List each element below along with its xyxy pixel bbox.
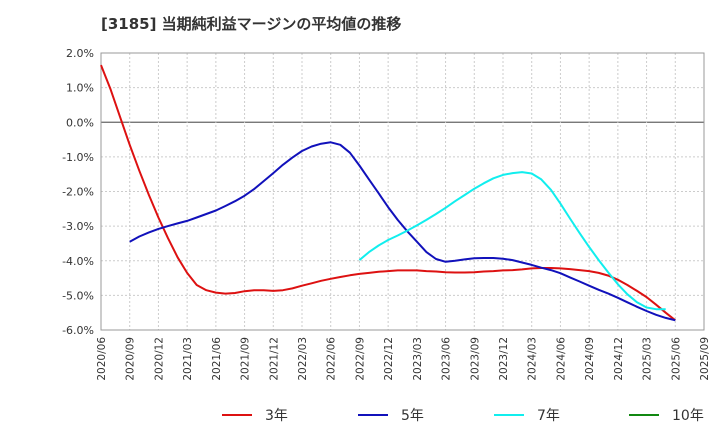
x-tick-label: 2020/09	[125, 337, 137, 381]
y-tick-label: 2.0%	[66, 47, 94, 60]
series-line-0	[100, 64, 676, 322]
x-tick-label: 2021/09	[240, 337, 252, 381]
x-tick-labels: 2020/06 2020/09 2020/12 2021/03 2021/06 2021/…	[96, 337, 711, 381]
chart-title: [3185] 当期純利益マージンの平均値の推移	[101, 15, 402, 33]
x-tick-label: 2025/06	[670, 337, 682, 381]
x-tick-label: 2021/12	[268, 337, 280, 381]
y-tick-label: -3.0%	[62, 220, 94, 233]
y-tick-label: -1.0%	[62, 151, 94, 164]
x-tick-label: 2021/03	[182, 337, 194, 381]
x-tick-label: 2023/03	[412, 337, 424, 381]
legend-label-2: 7年	[537, 408, 560, 424]
x-tick-label: 2022/03	[297, 337, 309, 381]
x-tick-label: 2023/06	[441, 337, 453, 381]
legend-label-1: 5年	[401, 408, 424, 424]
x-tick-label: 2020/12	[153, 337, 165, 381]
legend-label-3: 10年	[672, 408, 704, 424]
y-tick-labels: 2.0% 1.0% 0.0% -1.0% -2.0% -3.0% -4.0% -5.0% -6.…	[62, 47, 94, 337]
series-line-1	[129, 141, 676, 322]
x-tick-label: 2022/06	[326, 337, 338, 381]
x-tick-label: 2022/09	[354, 337, 366, 381]
y-tick-label: -6.0%	[62, 324, 94, 337]
y-tick-label: 0.0%	[66, 116, 94, 129]
x-tick-label: 2025/09	[699, 337, 711, 381]
y-tick-label: -2.0%	[62, 186, 94, 199]
legend-label-0: 3年	[265, 408, 288, 424]
y-tick-label: -4.0%	[62, 255, 94, 268]
x-tick-label: 2024/03	[527, 337, 539, 381]
x-tick-label: 2020/06	[96, 337, 108, 381]
legend: 3年 5年 7年 10年	[222, 408, 704, 424]
series-lines	[100, 64, 676, 322]
x-tick-label: 2023/12	[498, 337, 510, 381]
plot-frame	[100, 52, 705, 331]
y-tick-label: -5.0%	[62, 289, 94, 302]
y-tick-label: 1.0%	[66, 82, 94, 95]
grid-lines	[100, 52, 705, 331]
x-tick-label: 2024/09	[584, 337, 596, 381]
x-tick-label: 2025/03	[642, 337, 654, 381]
x-tick-label: 2022/12	[383, 337, 395, 381]
x-tick-label: 2023/09	[469, 337, 481, 381]
series-line-2	[358, 171, 666, 311]
x-tick-label: 2024/06	[555, 337, 567, 381]
x-tick-label: 2021/06	[211, 337, 223, 381]
x-tick-label: 2024/12	[613, 337, 625, 381]
